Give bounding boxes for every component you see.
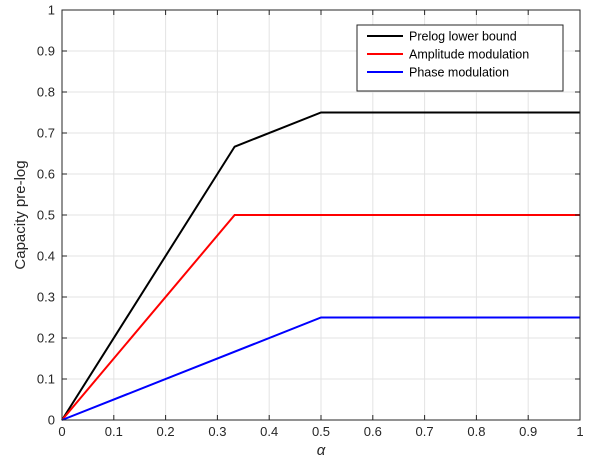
- y-tick-label: 0.1: [37, 372, 55, 387]
- y-tick-label: 0.4: [37, 249, 55, 264]
- axis-ticks: 0 0.1 0.2 0.3 0.4 0.5 0.6 0.7 0.8 0.9 1 0 0.1 0.2 0.3 0…: [37, 3, 584, 440]
- x-tick-label: 0.1: [105, 424, 123, 439]
- y-tick-label: 0.3: [37, 290, 55, 305]
- series-line-1: [61, 111, 580, 421]
- x-tick-label: 1: [576, 424, 583, 439]
- legend-label: Prelog lower bound: [409, 30, 517, 44]
- y-tick-label: 0.5: [37, 208, 55, 223]
- legend: Prelog lower bound Amplitude modulation Ph…: [356, 24, 564, 92]
- x-tick-label: 0.6: [364, 424, 382, 439]
- x-tick-label: 0.5: [312, 424, 330, 439]
- y-tick-label: 0.8: [37, 85, 55, 100]
- y-tick-label: 0: [48, 413, 55, 428]
- x-tick-label: 0.9: [519, 424, 537, 439]
- series-lines: [61, 111, 580, 421]
- legend-label: Phase modulation: [409, 66, 509, 80]
- x-axis-label: α: [317, 442, 326, 459]
- x-tick-label: 0.2: [157, 424, 175, 439]
- y-tick-label: 1: [48, 3, 55, 18]
- y-tick-label: 0.2: [37, 331, 55, 346]
- y-tick-label: 0.6: [37, 167, 55, 182]
- y-tick-label: 0.9: [37, 44, 55, 59]
- y-tick-label: 0.7: [37, 126, 55, 141]
- series-line-3: [61, 316, 580, 421]
- x-tick-label: 0.8: [467, 424, 485, 439]
- x-tick-label: 0: [58, 424, 65, 439]
- x-tick-label: 0.4: [260, 424, 278, 439]
- x-tick-label: 0.3: [208, 424, 226, 439]
- series-line-2: [61, 214, 580, 421]
- x-tick-label: 0.7: [416, 424, 434, 439]
- y-axis-label: Capacity pre-log: [12, 160, 29, 269]
- legend-label: Amplitude modulation: [409, 48, 529, 62]
